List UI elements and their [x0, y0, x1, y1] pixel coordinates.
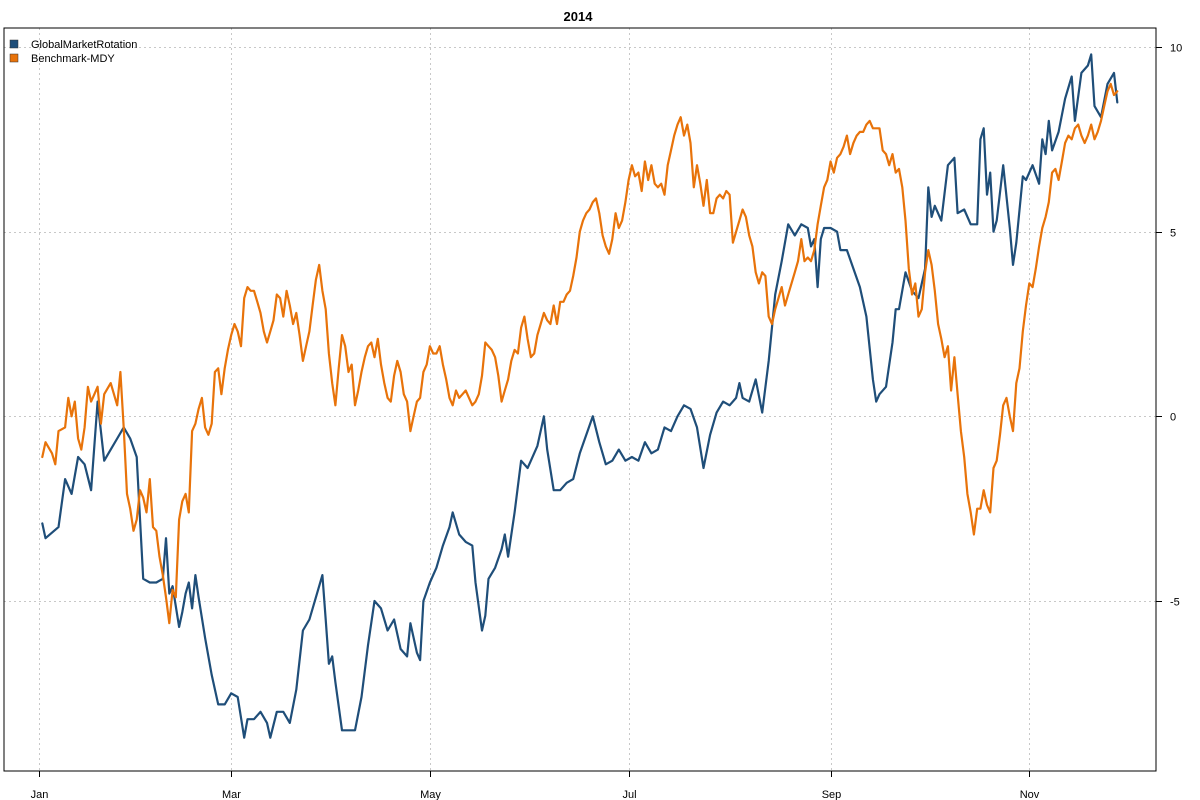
- y-tick-label: 5: [1170, 228, 1176, 240]
- series-line-globalmarketrotation: [41, 53, 1119, 739]
- y-tick-label: 10: [1170, 43, 1182, 55]
- x-tick-label: Nov: [1020, 789, 1040, 800]
- x-tick-label: Sep: [822, 789, 842, 800]
- plot-frame: [3, 27, 1157, 772]
- chart-title: 2014: [564, 9, 594, 24]
- x-tick-label: May: [420, 789, 441, 800]
- x-tick-label: Mar: [222, 789, 241, 800]
- series-line-benchmark-mdy: [41, 82, 1119, 625]
- legend: GlobalMarketRotation Benchmark-MDY: [9, 39, 137, 65]
- legend-swatch: [9, 39, 19, 49]
- y-axis: -5 0 5 10: [1156, 43, 1182, 609]
- y-tick-label: -5: [1170, 597, 1180, 609]
- legend-label: Benchmark-MDY: [31, 53, 115, 65]
- x-tick-label: Jul: [622, 789, 636, 800]
- y-tick-label: 0: [1170, 412, 1176, 424]
- legend-swatch: [9, 53, 19, 63]
- x-tick-label: Jan: [31, 789, 49, 800]
- x-axis: Jan Mar May Jul Sep Nov: [31, 771, 1040, 800]
- series-lines: [41, 53, 1119, 739]
- legend-label: GlobalMarketRotation: [31, 39, 137, 51]
